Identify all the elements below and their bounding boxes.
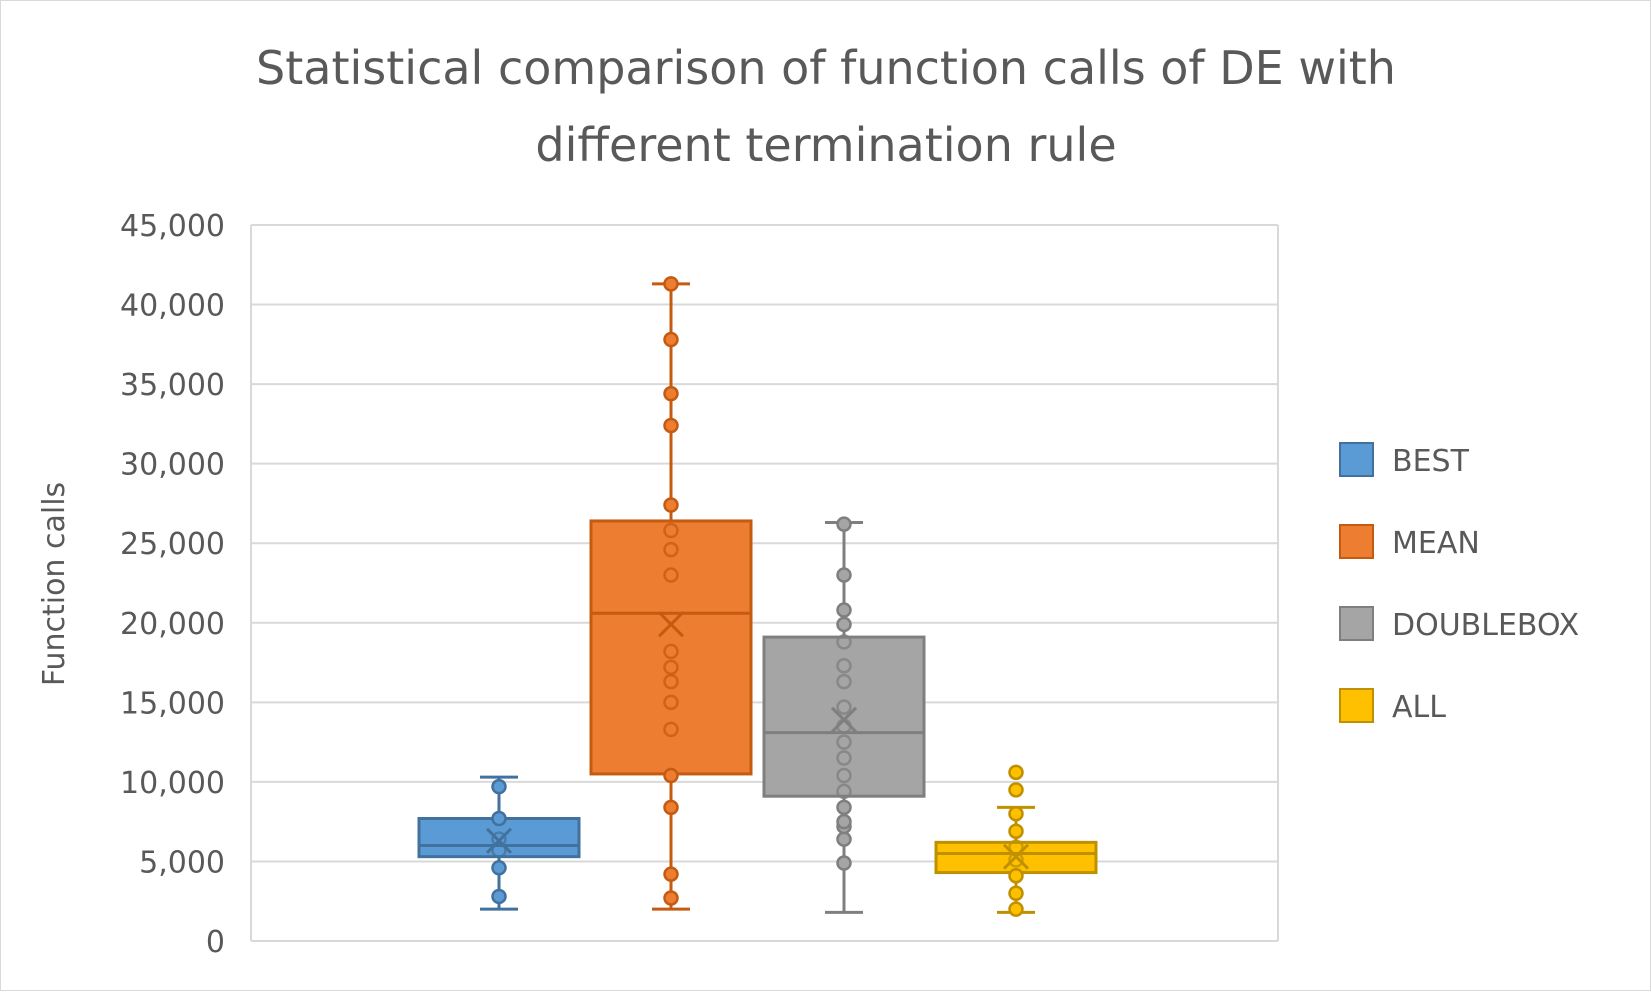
mean-marker bbox=[657, 611, 685, 638]
data-point bbox=[663, 673, 679, 690]
y-tick-label: 15,000 bbox=[120, 686, 225, 721]
y-tick-label: 40,000 bbox=[120, 289, 225, 324]
y-tick-label: 30,000 bbox=[120, 448, 225, 483]
data-point bbox=[836, 813, 852, 830]
legend-item-mean: MEAN bbox=[1339, 524, 1480, 561]
data-point bbox=[836, 799, 852, 816]
mean-marker bbox=[830, 706, 858, 733]
y-tick-label: 0 bbox=[206, 925, 225, 960]
data-point bbox=[1008, 805, 1024, 822]
data-point bbox=[663, 767, 679, 784]
y-axis-ticks: 0 5,000 10,000 15,000 20,000 25,000 30,000 35,0… bbox=[120, 209, 225, 960]
data-point bbox=[491, 810, 507, 827]
data-point bbox=[836, 831, 852, 847]
data-point bbox=[663, 643, 679, 660]
data-point bbox=[491, 831, 507, 847]
data-point bbox=[1008, 868, 1024, 884]
legend-swatch bbox=[1339, 442, 1374, 477]
data-point bbox=[836, 783, 852, 800]
legend-item-best: BEST bbox=[1339, 442, 1470, 479]
data-point bbox=[836, 767, 852, 784]
y-tick-label: 35,000 bbox=[120, 368, 225, 403]
data-point bbox=[663, 522, 679, 539]
data-point bbox=[836, 567, 852, 583]
data-point bbox=[836, 855, 852, 871]
data-point bbox=[491, 860, 507, 876]
legend-label: MEAN bbox=[1392, 526, 1480, 561]
data-point bbox=[836, 750, 852, 766]
y-tick-label: 5,000 bbox=[139, 845, 225, 880]
data-point bbox=[836, 699, 852, 715]
mean-marker bbox=[485, 827, 513, 854]
box-series bbox=[417, 276, 1098, 917]
data-point bbox=[1008, 885, 1024, 902]
box-doublebox bbox=[762, 516, 926, 914]
y-tick-label: 25,000 bbox=[120, 527, 225, 562]
data-point bbox=[663, 799, 679, 816]
data-point bbox=[663, 721, 679, 738]
data-point bbox=[663, 417, 679, 434]
legend-swatch bbox=[1339, 688, 1374, 723]
data-point bbox=[491, 842, 507, 859]
legend: BEST MEAN DOUBLEBOX ALL bbox=[1339, 442, 1579, 725]
y-axis-label: Function calls bbox=[37, 482, 72, 686]
data-point bbox=[1008, 764, 1024, 781]
box-mean bbox=[589, 276, 753, 911]
data-point bbox=[663, 276, 679, 292]
data-point bbox=[836, 734, 852, 750]
data-point bbox=[1008, 901, 1024, 917]
data-point bbox=[836, 673, 852, 690]
data-point bbox=[663, 541, 679, 558]
chart-title-line1: Statistical comparison of function calls… bbox=[256, 41, 1396, 95]
gridlines bbox=[250, 224, 1279, 942]
mean-marker bbox=[1002, 843, 1030, 870]
data-point bbox=[836, 516, 852, 532]
legend-swatch bbox=[1339, 606, 1374, 641]
data-point bbox=[663, 694, 679, 711]
legend-label: DOUBLEBOX bbox=[1392, 608, 1579, 643]
data-point bbox=[663, 331, 679, 348]
iqr-box bbox=[762, 635, 926, 798]
data-point bbox=[836, 634, 852, 650]
data-point bbox=[491, 778, 507, 795]
legend-label: ALL bbox=[1392, 690, 1446, 725]
data-point bbox=[663, 659, 679, 676]
data-point bbox=[663, 866, 679, 882]
y-tick-label: 45,000 bbox=[120, 209, 225, 244]
data-point bbox=[663, 890, 679, 906]
data-point bbox=[1008, 823, 1024, 839]
data-point bbox=[836, 616, 852, 633]
data-point bbox=[836, 602, 852, 618]
y-tick-label: 10,000 bbox=[120, 766, 225, 801]
legend-swatch bbox=[1339, 524, 1374, 559]
data-point bbox=[663, 385, 679, 402]
legend-item-all: ALL bbox=[1339, 688, 1446, 725]
data-point bbox=[1008, 839, 1024, 855]
y-tick-label: 20,000 bbox=[120, 607, 225, 642]
data-point bbox=[836, 657, 852, 674]
data-point bbox=[491, 888, 507, 905]
legend-item-doublebox: DOUBLEBOX bbox=[1339, 606, 1579, 643]
iqr-box bbox=[589, 519, 753, 776]
data-point bbox=[663, 567, 679, 583]
legend-label: BEST bbox=[1392, 444, 1470, 479]
chart-title-line2: different termination rule bbox=[535, 118, 1116, 172]
data-point bbox=[663, 497, 679, 513]
box-best bbox=[417, 775, 581, 911]
box-all bbox=[934, 764, 1098, 917]
data-point bbox=[1008, 782, 1024, 798]
